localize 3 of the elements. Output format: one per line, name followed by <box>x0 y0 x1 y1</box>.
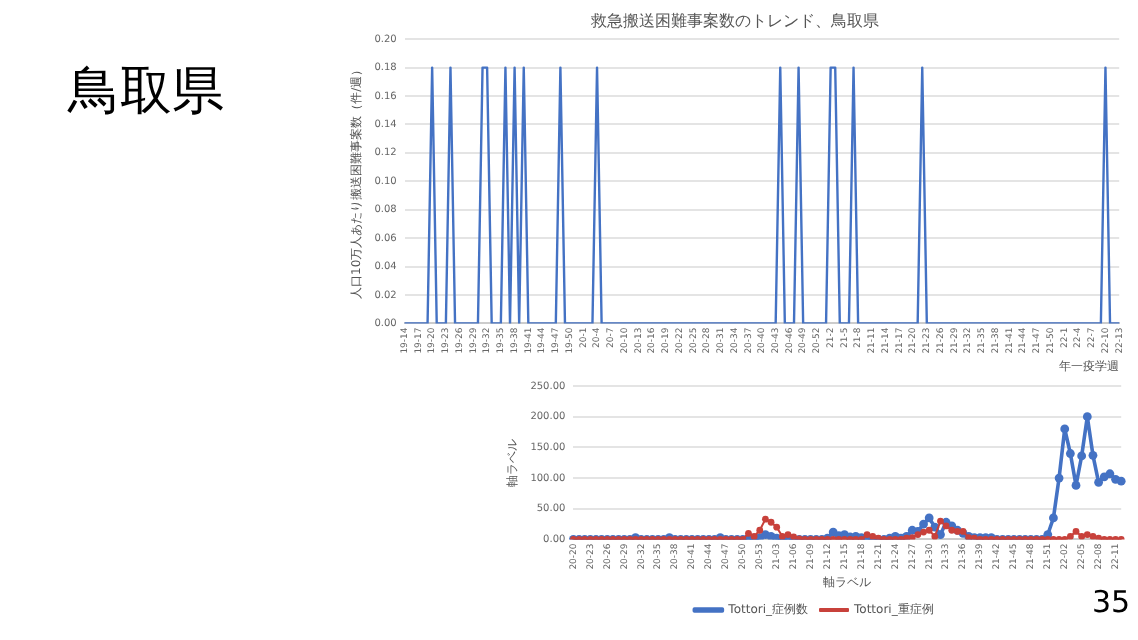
chart-title: 救急搬送困難事案数のトレンド、鳥取県 <box>589 11 879 30</box>
text: 35 <box>1092 584 1131 620</box>
text: 鳥取県 <box>68 60 224 126</box>
